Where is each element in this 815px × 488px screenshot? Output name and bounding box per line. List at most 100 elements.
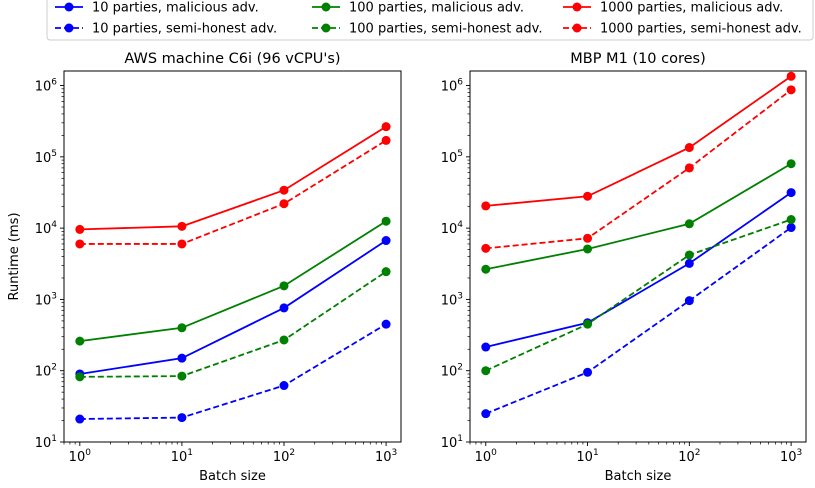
data-point	[177, 323, 187, 333]
tick-base: 10	[35, 365, 52, 380]
data-point	[481, 243, 491, 253]
y-tick-label: 103	[441, 291, 463, 308]
data-point	[583, 191, 593, 201]
tick-base: 10	[69, 450, 86, 465]
y-tick-label: 102	[35, 363, 57, 380]
y-tick-label: 103	[35, 291, 57, 308]
legend-entry: 100 parties, malicious adv.	[312, 1, 524, 16]
legend-marker	[572, 23, 582, 33]
series-100-parties-malicious-adv	[481, 159, 796, 274]
tick-base: 10	[780, 450, 797, 465]
tick-exponent: 4	[457, 220, 463, 230]
chart-title: MBP M1 (10 cores)	[570, 51, 706, 67]
series-10-parties-malicious-adv	[481, 188, 796, 352]
tick-base: 10	[441, 222, 458, 237]
tick-exponent: 2	[457, 363, 463, 373]
data-point	[684, 143, 694, 153]
data-point	[279, 185, 289, 195]
tick-base: 10	[475, 450, 492, 465]
tick-base: 10	[441, 436, 458, 451]
tick-base: 10	[35, 436, 52, 451]
y-tick-label: 105	[35, 149, 57, 166]
minor-ticks	[467, 88, 787, 445]
x-tick-label: 102	[273, 448, 295, 465]
legend-marker	[64, 2, 74, 12]
data-point	[75, 414, 85, 424]
tick-base: 10	[441, 80, 458, 95]
legend-entry: 1000 parties, malicious adv.	[563, 1, 783, 16]
data-point	[786, 223, 796, 233]
tick-exponent: 1	[457, 434, 463, 444]
data-point	[684, 296, 694, 306]
data-point	[684, 250, 694, 260]
tick-exponent: 3	[51, 291, 57, 301]
tick-base: 10	[441, 365, 458, 380]
data-point	[381, 267, 391, 277]
series-10-parties-semi-honest-adv	[75, 319, 391, 424]
y-tick-label: 101	[35, 434, 57, 451]
legend-entry: 1000 parties, semi-honest adv.	[563, 22, 802, 37]
data-point	[786, 85, 796, 95]
data-point	[381, 122, 391, 132]
series-1000-parties-malicious-adv	[75, 122, 391, 234]
series-line	[485, 226, 792, 415]
tick-base: 10	[441, 151, 458, 166]
y-tick-label: 105	[441, 149, 463, 166]
x-tick-label: 102	[678, 448, 700, 465]
tick-exponent: 1	[187, 448, 193, 458]
tick-exponent: 2	[51, 363, 57, 373]
data-point	[381, 319, 391, 329]
data-point	[684, 163, 694, 173]
x-tick-label: 101	[171, 448, 193, 465]
data-point	[279, 335, 289, 345]
legend-entry: 10 parties, malicious adv.	[55, 1, 259, 16]
tick-base: 10	[35, 80, 52, 95]
y-tick-label: 104	[441, 220, 464, 237]
series-line	[485, 191, 792, 348]
x-axis-label: Batch size	[605, 469, 672, 484]
tick-exponent: 1	[51, 434, 57, 444]
data-point	[279, 199, 289, 209]
data-point	[481, 342, 491, 352]
x-tick-label: 103	[375, 448, 397, 465]
series-line	[485, 75, 792, 207]
tick-base: 10	[678, 450, 695, 465]
tick-exponent: 4	[51, 220, 57, 230]
data-point	[381, 236, 391, 246]
tick-exponent: 6	[457, 78, 463, 88]
x-tick-label: 100	[69, 448, 92, 465]
data-point	[684, 219, 694, 229]
tick-exponent: 5	[457, 149, 463, 159]
data-point	[279, 281, 289, 291]
x-tick-label: 100	[475, 448, 498, 465]
data-point	[75, 239, 85, 249]
tick-exponent: 3	[797, 448, 803, 458]
x-tick-label: 101	[576, 448, 598, 465]
data-point	[583, 319, 593, 329]
tick-exponent: 2	[289, 448, 295, 458]
data-point	[481, 366, 491, 376]
data-point	[279, 303, 289, 313]
y-tick-label: 102	[441, 363, 463, 380]
data-point	[75, 372, 85, 382]
legend-label: 10 parties, malicious adv.	[92, 1, 259, 16]
data-point	[481, 264, 491, 274]
y-tick-label: 104	[35, 220, 58, 237]
series-10-parties-semi-honest-adv	[481, 223, 796, 419]
legend-label: 1000 parties, malicious adv.	[600, 1, 783, 16]
data-point	[583, 244, 593, 254]
tick-base: 10	[576, 450, 593, 465]
data-point	[786, 159, 796, 169]
tick-exponent: 3	[391, 448, 397, 458]
series-100-parties-semi-honest-adv	[75, 267, 391, 382]
data-point	[786, 188, 796, 198]
tick-base: 10	[35, 222, 52, 237]
series-100-parties-malicious-adv	[75, 216, 391, 346]
chart-mbp-m1: MBP M1 (10 cores)100 101 102 10310110210310…	[441, 51, 807, 484]
y-axis-label: Runtime (ms)	[7, 212, 22, 300]
data-point	[75, 336, 85, 346]
series-line	[79, 270, 387, 378]
data-point	[481, 409, 491, 419]
series-1000-parties-semi-honest-adv	[481, 85, 796, 253]
